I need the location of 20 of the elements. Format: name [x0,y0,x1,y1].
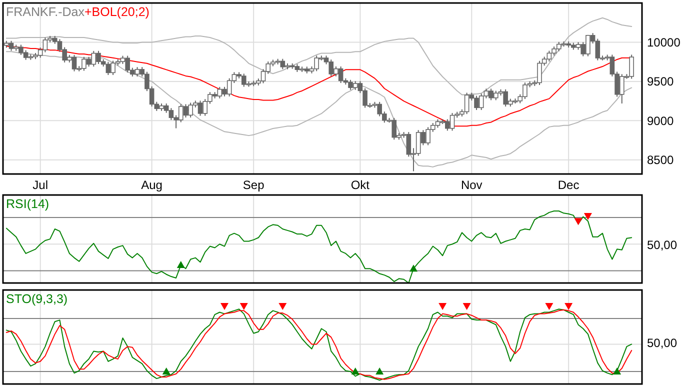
x-tick-label: Okt [350,178,370,192]
y-tick-label: 9500 [647,74,674,89]
series-label: RSI(14) [6,197,50,211]
y-tick-label: 9000 [647,114,674,128]
x-tick-label: Dec [558,178,580,192]
x-tick-label: Sep [242,178,265,192]
text: 50,00 [647,336,678,350]
point [584,213,592,220]
chart-title: FRANKF.-Dax [6,5,86,19]
point [574,218,582,226]
text: +BOL(20;2) [84,5,150,19]
x-tick-label: Aug [141,178,162,192]
x-tick-label: Jul [32,178,48,192]
point [176,261,185,268]
y-tick-label: 10000 [647,35,681,50]
y-tick-label: 8500 [647,153,674,168]
point [410,264,418,272]
x-tick-label: Nov [460,178,482,192]
series-label: STO(9,3,3) [6,292,68,306]
text: 50,00 [647,238,678,252]
